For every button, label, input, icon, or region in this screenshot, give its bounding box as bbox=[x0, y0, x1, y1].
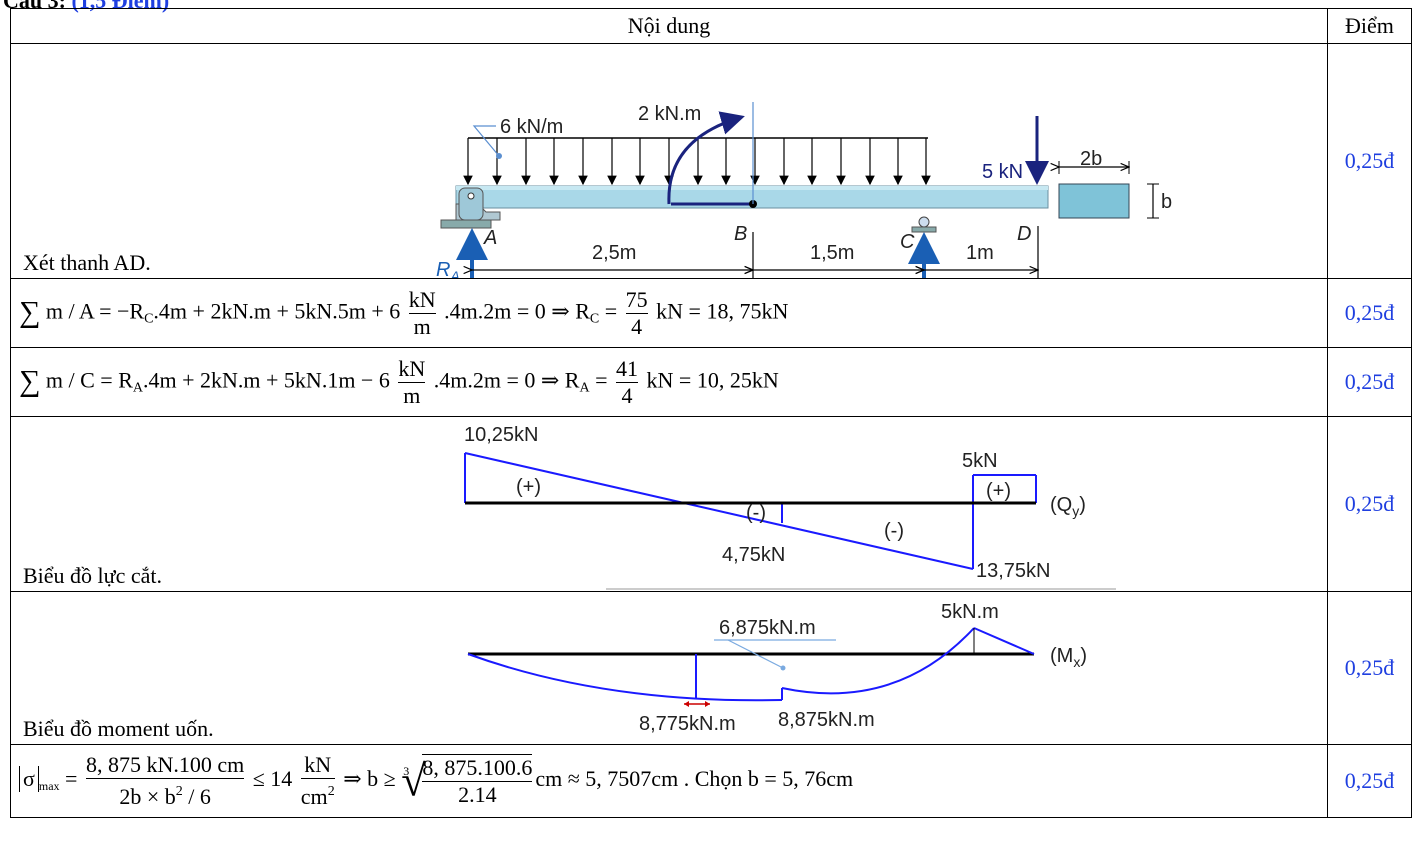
distributed-load-arrows bbox=[463, 138, 931, 186]
force-label: 5 kN bbox=[982, 161, 1023, 183]
score-eq2: 0,25đ bbox=[1327, 347, 1412, 417]
point-b-label: B bbox=[734, 223, 747, 245]
shear-sign-2: (-) bbox=[746, 502, 766, 524]
point-d-label: D bbox=[1017, 223, 1031, 245]
equation-moment-a: ∑ m / A = −RC.4m + 2kN.m + 5kN.5m + 6 kN… bbox=[19, 286, 789, 339]
shear-sign-4: (+) bbox=[986, 480, 1011, 502]
shear-caption: Biểu đồ lực cắt. bbox=[23, 563, 162, 588]
shear-name-sub: y bbox=[1072, 503, 1079, 519]
table-row-shear: 10,25kN (+) (-) (-) (+) 4,75kN 13,75kN 5… bbox=[10, 416, 1412, 592]
shear-value-3: 13,75kN bbox=[976, 560, 1051, 582]
table-row-eq2: ∑ m / C = RA.4m + 2kN.m + 5kN.1m − 6 kN m… bbox=[10, 347, 1412, 417]
point-a-label: A bbox=[483, 227, 497, 249]
cross-section bbox=[1058, 183, 1130, 219]
moment-value-2: 5kN.m bbox=[941, 601, 999, 623]
score-beam: 0,25đ bbox=[1327, 43, 1412, 279]
beam-diagram: 6 kN/m bbox=[436, 102, 1172, 278]
moment-caption: Biểu đồ moment uốn. bbox=[23, 716, 214, 741]
shear-value-1: 10,25kN bbox=[464, 424, 539, 446]
moment-name: (M bbox=[1050, 645, 1073, 667]
moment-value-4: 8,875kN.m bbox=[778, 709, 875, 731]
table-row-beam: 6 kN/m bbox=[10, 43, 1412, 279]
shear-diagram: 10,25kN (+) (-) (-) (+) 4,75kN 13,75kN 5… bbox=[464, 424, 1116, 590]
moment-name-end: ) bbox=[1080, 645, 1087, 667]
score-stress: 0,25đ bbox=[1327, 744, 1412, 818]
pin-support-a bbox=[440, 187, 501, 229]
table-header-row: Nội dung Điểm bbox=[10, 8, 1412, 44]
load-label: 6 kN/m bbox=[500, 116, 563, 138]
shear-value-4: 5kN bbox=[962, 450, 998, 472]
moment-name-sub: x bbox=[1073, 654, 1080, 670]
svg-text:RC: RC bbox=[931, 275, 956, 278]
score-shear: 0,25đ bbox=[1327, 416, 1412, 592]
svg-text:RA: RA bbox=[436, 259, 460, 278]
moment-value-3: 8,775kN.m bbox=[639, 713, 736, 735]
dim-ab-label: 2,5m bbox=[592, 242, 636, 264]
table-row-stress: σ max = 8, 875 kN.100 cm 2b × b2 / 6 ≤ 14 … bbox=[10, 744, 1412, 818]
height-label: b bbox=[1161, 191, 1172, 213]
shear-name: (Q bbox=[1050, 494, 1072, 516]
point-c-label: C bbox=[900, 231, 915, 253]
shear-value-2: 4,75kN bbox=[722, 544, 785, 566]
dim-bc-label: 1,5m bbox=[810, 242, 854, 264]
rc-label: R bbox=[931, 275, 945, 278]
moment-label: 2 kN.m bbox=[638, 103, 701, 125]
column-header-content: Nội dung bbox=[10, 8, 1328, 44]
column-header-score: Điểm bbox=[1327, 8, 1412, 44]
dim-cd-label: 1m bbox=[966, 242, 994, 264]
shear-sign-1: (+) bbox=[516, 476, 541, 498]
shear-sign-3: (-) bbox=[884, 520, 904, 542]
moment-value-1: 6,875kN.m bbox=[719, 617, 816, 639]
equation-moment-c: ∑ m / C = RA.4m + 2kN.m + 5kN.1m − 6 kN m… bbox=[19, 355, 779, 408]
width-label: 2b bbox=[1080, 148, 1102, 170]
cube-root: 3 √ 8, 875.100.6 2.14 bbox=[401, 754, 533, 807]
table-row-eq1: ∑ m / A = −RC.4m + 2kN.m + 5kN.5m + 6 kN… bbox=[10, 278, 1412, 348]
score-eq1: 0,25đ bbox=[1327, 278, 1412, 348]
answer-table: Nội dung Điểm bbox=[10, 8, 1412, 818]
score-moment: 0,25đ bbox=[1327, 591, 1412, 745]
ra-subscript: A bbox=[449, 268, 459, 278]
ra-label: R bbox=[436, 259, 450, 278]
shear-name-end: ) bbox=[1079, 494, 1086, 516]
moment-diagram: 6,875kN.m 5kN.m 8,775kN.m 8,875kN.m (Mx) bbox=[467, 601, 1087, 735]
svg-text:(Mx): (Mx) bbox=[1050, 645, 1087, 670]
svg-text:(Qy): (Qy) bbox=[1050, 494, 1086, 519]
beam-caption: Xét thanh AD. bbox=[23, 250, 151, 275]
table-row-moment: 6,875kN.m 5kN.m 8,775kN.m 8,875kN.m (Mx)… bbox=[10, 591, 1412, 745]
roller-support-c bbox=[911, 216, 937, 233]
equation-stress: σ max = 8, 875 kN.100 cm 2b × b2 / 6 ≤ 14 … bbox=[11, 752, 1327, 810]
